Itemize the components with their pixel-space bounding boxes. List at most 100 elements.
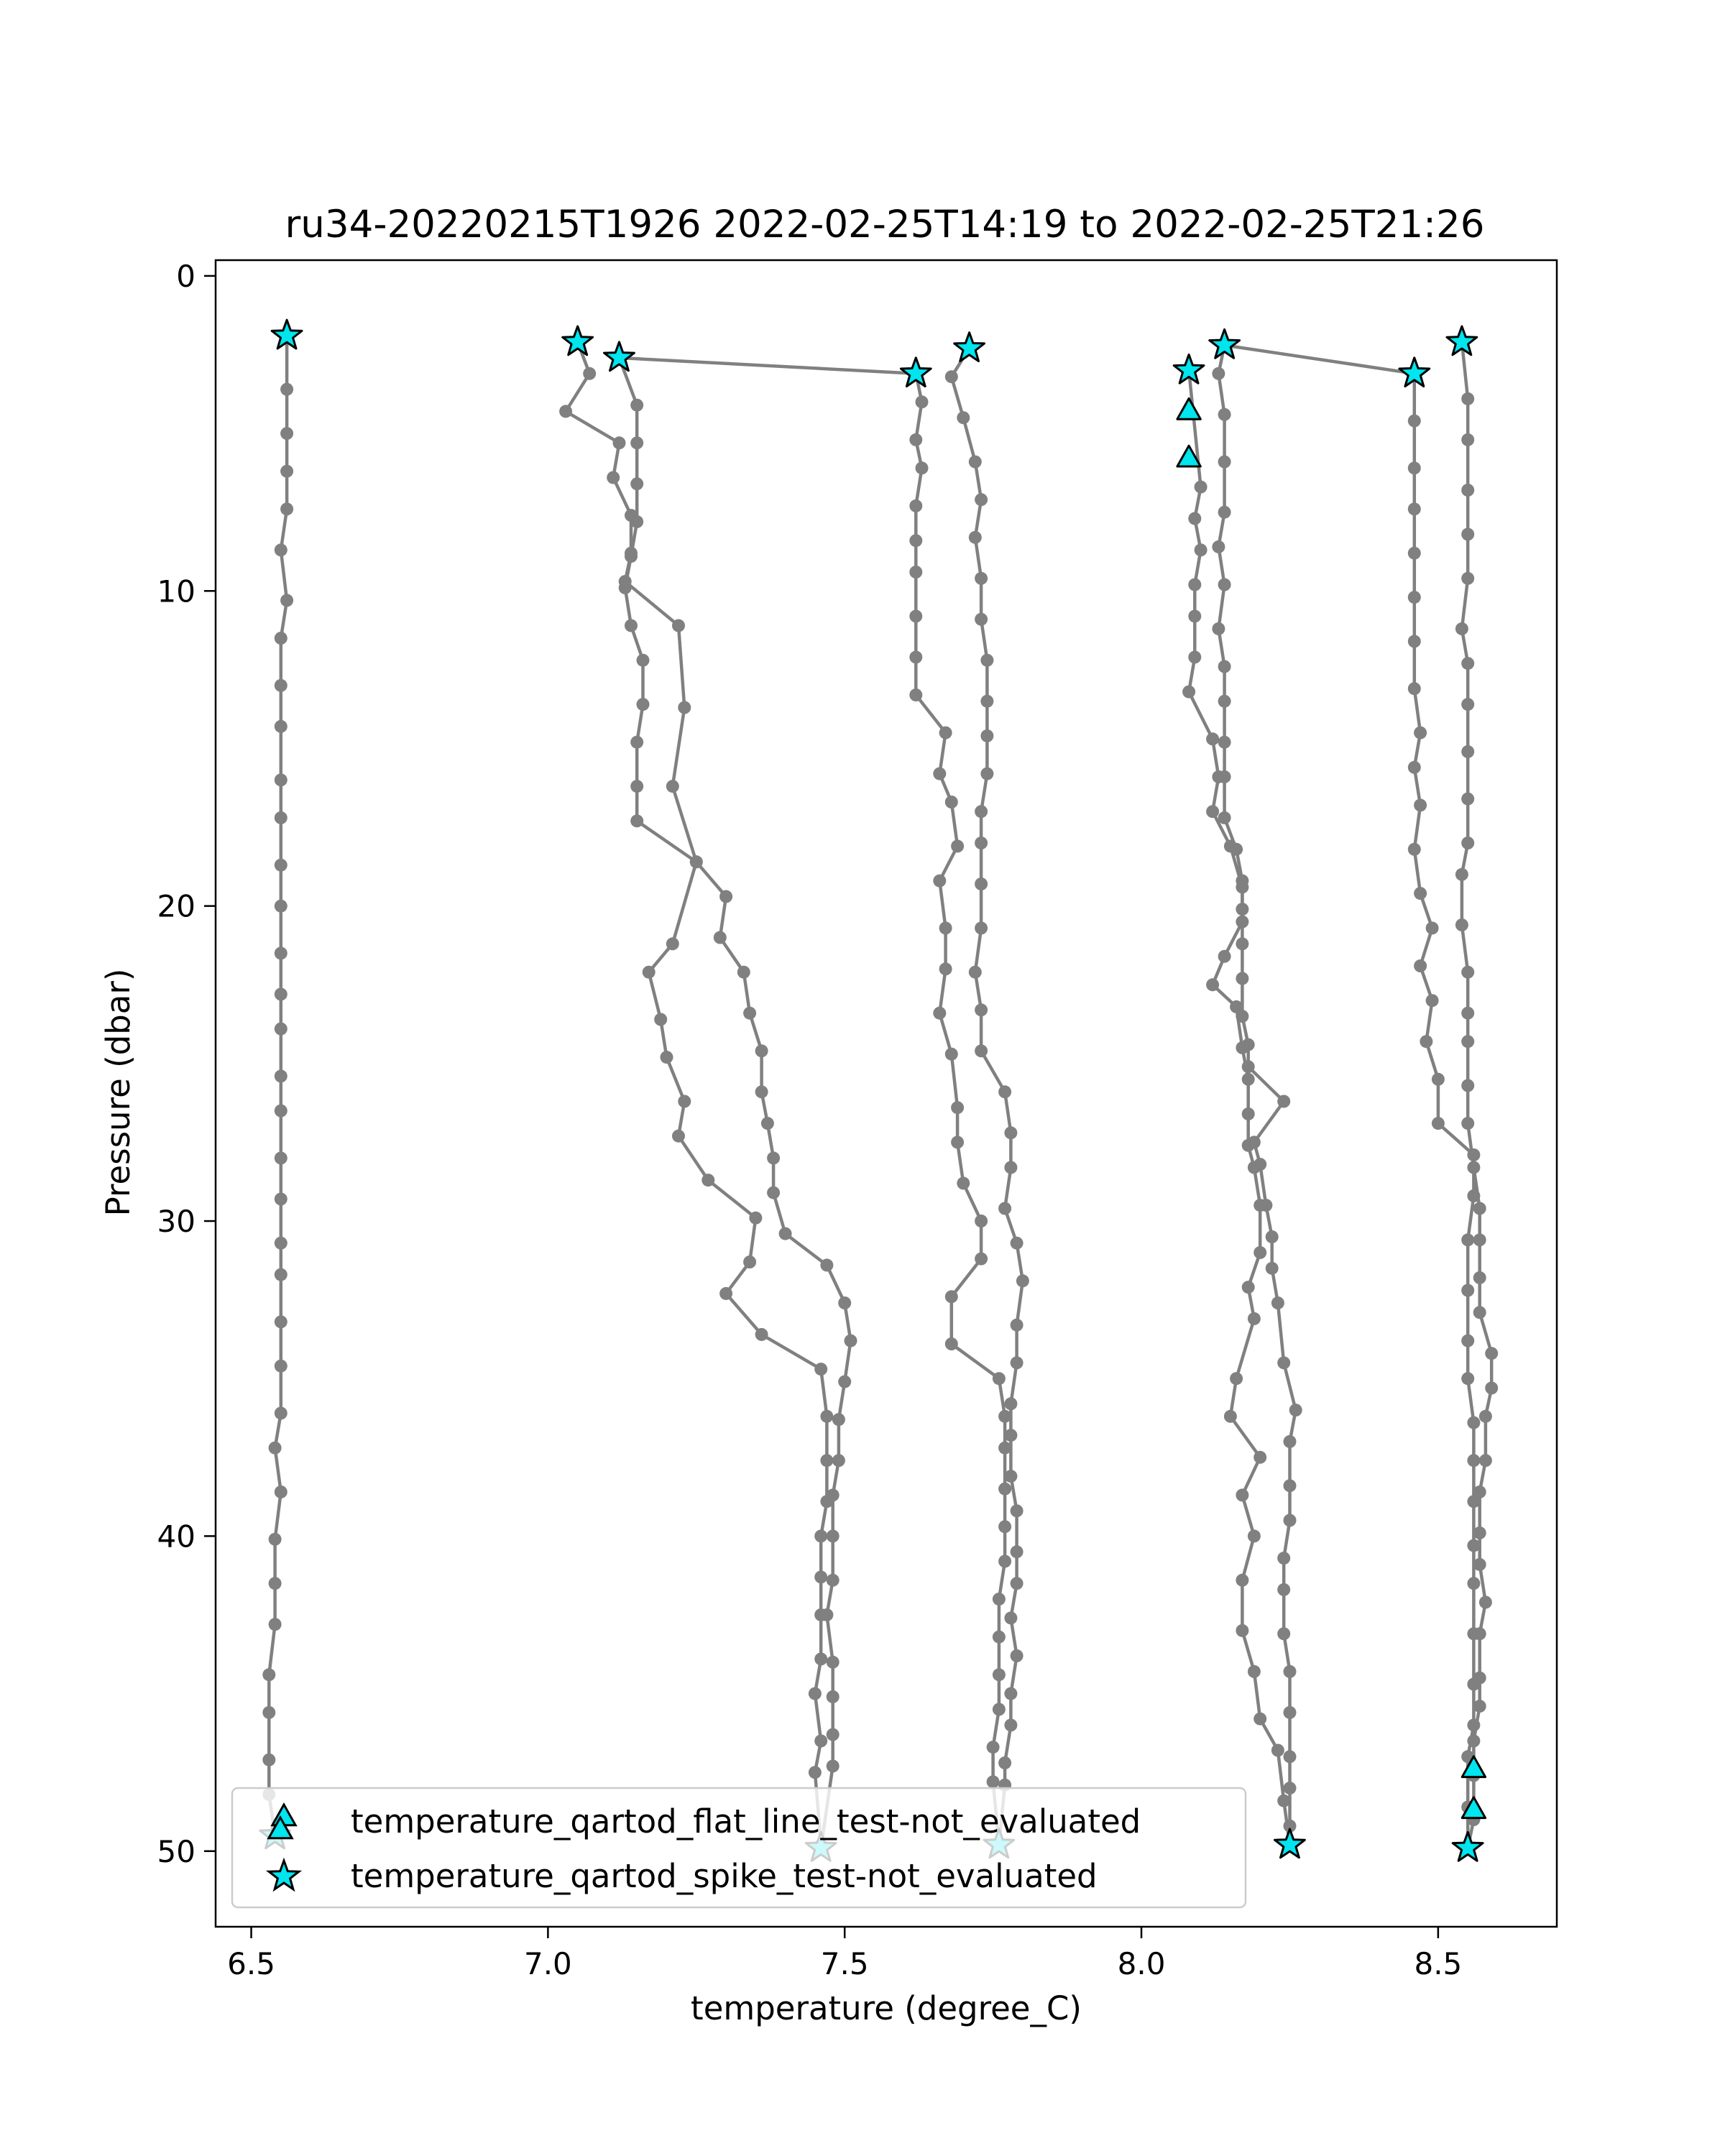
profile-point <box>262 1753 276 1766</box>
profile-point <box>1461 1284 1475 1297</box>
profile-point <box>583 367 597 380</box>
profile-point <box>1461 484 1475 497</box>
spike-test-marker <box>1208 328 1241 359</box>
profile-point <box>1230 1000 1243 1013</box>
profile-point <box>1218 407 1231 421</box>
profile-point <box>1467 1734 1481 1748</box>
profile-point <box>1467 1161 1481 1174</box>
profile-point <box>1407 591 1421 604</box>
profile-point <box>1473 1485 1486 1498</box>
profile-point <box>672 1129 685 1143</box>
profile-point <box>975 493 988 507</box>
profile-point <box>1455 867 1468 881</box>
profile-point <box>280 382 294 396</box>
profile-point <box>274 1315 288 1329</box>
profile-point <box>1283 1782 1297 1795</box>
y-tick-label: 0 <box>176 259 196 294</box>
profile-point <box>980 653 994 667</box>
profile-point <box>909 688 923 701</box>
profile-point <box>274 1236 288 1250</box>
profile-point <box>1283 1514 1297 1527</box>
spike-test-marker <box>899 356 932 388</box>
profile-point <box>998 1441 1012 1455</box>
profile-point <box>1254 1158 1267 1171</box>
profile-point <box>1478 1409 1492 1423</box>
profile-point <box>1004 1429 1018 1442</box>
profile-point <box>612 436 626 450</box>
profile-point <box>630 780 644 793</box>
profile-point <box>975 805 988 819</box>
profile-point <box>975 837 988 849</box>
profile-point <box>1194 480 1208 494</box>
profile-point <box>749 1211 763 1225</box>
profile-point <box>274 1268 288 1281</box>
profile-point <box>1188 650 1202 664</box>
profile-point <box>1212 540 1225 553</box>
profile-point <box>1473 1306 1486 1319</box>
profile-point <box>666 937 679 951</box>
profile-point <box>1461 1035 1475 1049</box>
profile-point <box>1283 1819 1297 1833</box>
profile-point <box>1425 994 1439 1008</box>
profile-point <box>1277 1356 1291 1370</box>
profile-point <box>274 678 288 692</box>
profile-point <box>939 726 952 740</box>
profile-point <box>1230 1372 1243 1386</box>
profile-point <box>975 571 988 585</box>
profile-point <box>1431 1117 1445 1130</box>
profile-point <box>678 701 691 714</box>
x-tick-label: 7.5 <box>821 1946 869 1981</box>
profile-point <box>814 1652 828 1666</box>
profile-point <box>719 890 733 903</box>
profile-point <box>1461 571 1475 585</box>
profile-point <box>909 566 923 579</box>
legend-label: temperature_qartod_flat_line_test-not_ev… <box>351 1802 1141 1841</box>
profile-point <box>1265 1230 1279 1243</box>
profile-point <box>1004 1718 1018 1732</box>
profile-point <box>268 1577 282 1590</box>
profile-point <box>1241 1281 1255 1294</box>
profile-point <box>1218 455 1231 469</box>
profile-point <box>1407 414 1421 428</box>
profile-point <box>975 612 988 626</box>
profile-point <box>268 1618 282 1631</box>
profile-point <box>1254 1450 1267 1464</box>
spike-test-marker <box>1274 1828 1306 1859</box>
profile-point <box>968 455 982 469</box>
profile-point <box>1277 1552 1291 1565</box>
profile-point <box>743 1006 757 1020</box>
profile-point <box>607 471 620 484</box>
profile-point <box>274 1104 288 1118</box>
profile-point <box>1236 972 1249 985</box>
profile-point <box>968 965 982 979</box>
profile-point <box>1455 918 1468 931</box>
profile-point <box>625 619 638 632</box>
spike-test-marker <box>1172 353 1205 384</box>
profile-point <box>915 395 929 409</box>
profile-point <box>713 931 727 944</box>
profile-point <box>1461 792 1475 806</box>
profile-point <box>820 1409 834 1423</box>
profile-point <box>1004 1687 1018 1700</box>
x-axis: 6.5 7.0 7.5 8.0 8.5 <box>227 1927 1462 1981</box>
profile-point <box>274 858 288 872</box>
profile-point <box>1236 1573 1249 1587</box>
profile-point <box>1461 698 1475 711</box>
profile-point <box>1241 1107 1255 1120</box>
y-tick-label: 30 <box>157 1204 196 1239</box>
profile-point <box>1467 1577 1481 1590</box>
profile-point <box>814 1529 828 1543</box>
profile-point <box>274 1485 288 1498</box>
profile-point <box>998 1085 1012 1099</box>
x-tick-label: 7.0 <box>524 1946 572 1981</box>
profile-point <box>1473 1700 1486 1713</box>
profile-point <box>1236 1010 1249 1023</box>
profile-point <box>980 729 994 742</box>
profile-point <box>1283 1479 1297 1493</box>
profile-point <box>630 814 644 828</box>
spike-test-marker <box>1445 325 1478 356</box>
profile-point <box>1485 1347 1499 1360</box>
profile-point <box>1478 1454 1492 1468</box>
profile-point <box>1236 937 1249 951</box>
profile-point <box>980 694 994 708</box>
